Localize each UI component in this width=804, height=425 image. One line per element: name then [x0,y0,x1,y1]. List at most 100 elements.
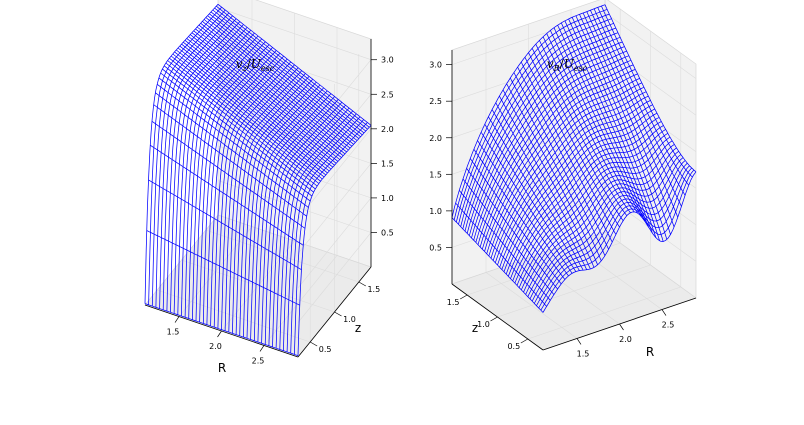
z-tick-label: 1.0 [343,315,356,324]
surface-line-z [200,22,354,145]
surface-line-z [193,30,347,153]
x-tick-mark [259,345,265,352]
x-tick-label: 2.0 [209,342,222,351]
z-tick-mark [334,311,342,317]
surface-line-z [453,9,608,220]
axes-panes [451,0,697,351]
value-tick-label: 3.0 [429,61,442,70]
gridline-z [297,232,372,323]
surface-line-z [209,13,363,136]
surface-line-z [170,55,325,178]
gridline-y [205,229,359,283]
surface-line-z [464,32,619,232]
title-slash: / [247,57,252,71]
surface-line-z [177,47,332,170]
x-tick-mark [576,338,582,345]
surface-line-z [203,19,358,141]
gridline-z [604,12,697,79]
gridline-z [297,59,372,150]
gridline-z [217,7,372,60]
plot-title: vz/Uesc [236,57,275,73]
gridline-y [467,242,621,296]
surface-line-z [165,62,320,184]
surface-line-z [458,18,612,225]
surface-line-z [160,72,314,193]
surface-line-z [490,86,645,259]
z-tick-mark [358,281,367,287]
title-sub: z [242,64,248,73]
value-tick-label: 1.0 [381,194,394,203]
x-tick-mark [661,309,667,316]
surface-plot-vr: 1.52.02.50.51.01.50.51.01.52.02.53.0RzvR… [429,0,697,359]
x-tick-mark [217,330,222,338]
gridline-z [451,48,606,102]
gridline-y [157,289,311,343]
surface-line-z [167,60,321,182]
value-tick-label: 0.5 [381,228,394,237]
surface-line-z [510,125,664,279]
surface-line-z [195,28,349,151]
surface-line-z [468,41,623,236]
surface-line-z [529,157,684,300]
surface-line-z [536,165,690,306]
surface-line-z [162,68,316,190]
axes: 1.5 2.0 2.5 0.5 1.0 1.5 0.5 1.0 1.5 2.0 2.5 3.0 Rz [429,50,697,359]
x-tick-mark [174,316,180,323]
gridline-y [527,286,681,340]
surface-line-z [216,5,370,128]
gridline-z [217,180,372,233]
surface-line-z [505,117,660,275]
surface-line-z [527,154,682,297]
x-axis-title: R [646,345,654,359]
z-tick-mark [459,294,468,300]
z-tick-label: 0.5 [319,345,332,354]
x-tick-label: 1.5 [577,349,590,358]
surface-line-z [188,36,342,158]
x-axis-title: R [218,361,226,375]
surface-line-z [531,160,686,302]
surface-line-z [176,49,330,172]
surface-line-z [202,21,356,143]
z-tick-mark [490,316,498,322]
surface-line-z [533,162,688,304]
surface-line-z [174,51,328,174]
surface-line-z [210,11,365,134]
z-tick-label: 1.5 [447,298,460,307]
value-tick-label: 1.5 [429,170,442,179]
surface-line-z [149,144,304,246]
surface-line-z [212,9,367,132]
z-axis-title: z [355,321,361,335]
surface-line-z [484,73,638,252]
surface-line-z [501,108,655,270]
surface-line-z [169,57,323,180]
surface-line-z [475,55,629,243]
surface-line-z [481,69,636,250]
value-tick-label: 1.0 [429,207,442,216]
gridline-y [497,264,651,318]
z-tick-label: 1.5 [367,285,380,294]
gridline-z [451,12,606,65]
title-den-sub: esc [261,64,275,73]
surface-line-z [518,140,673,288]
surface-line-z [155,92,309,208]
surface-line-z [207,15,361,137]
gridline-z [297,163,372,254]
surface-line-z [156,84,311,202]
surface-line-z [172,53,327,176]
surface-line-z [198,24,353,147]
surface-line-z [507,121,662,277]
value-tick-label: 2.5 [429,97,442,106]
surface-line-z [186,38,340,160]
x-tick-label: 1.5 [167,328,180,337]
surface-line-z [455,13,610,223]
surface-line-z [520,144,675,291]
surface-line-z [471,46,625,239]
surface-line-z [486,78,640,254]
surface-line-z [182,41,337,164]
surface-line-z [189,34,344,156]
title-den: U [564,57,575,71]
surface-line-z [525,151,679,295]
surface-line-z [503,112,658,272]
z-tick-mark [309,341,318,347]
